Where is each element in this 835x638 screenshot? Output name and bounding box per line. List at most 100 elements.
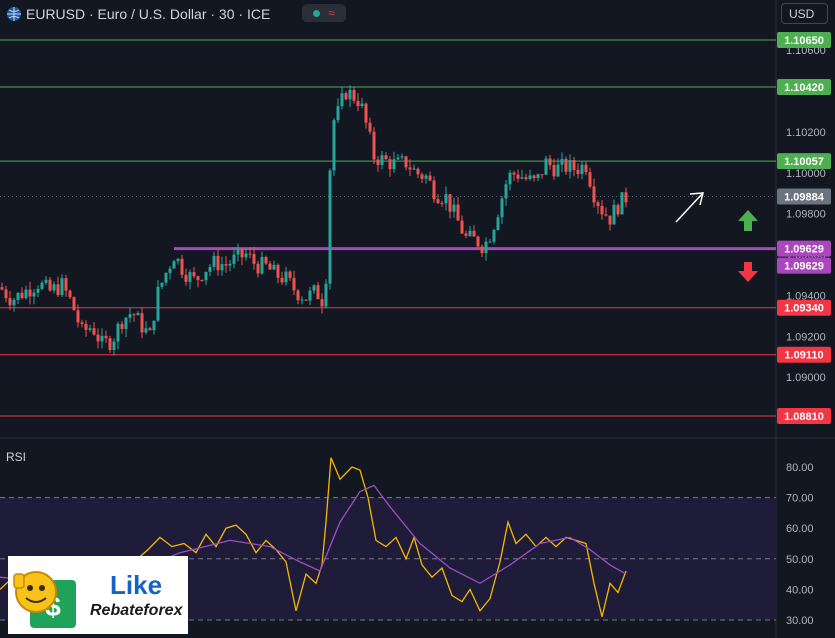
candle-body — [460, 220, 464, 234]
pivot-price-badge — [777, 240, 831, 257]
candle-body — [100, 335, 104, 342]
market-status[interactable]: ≈ — [302, 4, 346, 22]
candle-body — [116, 323, 120, 342]
candle-body — [244, 253, 248, 258]
candle-body — [320, 299, 324, 307]
candle-body — [196, 276, 200, 281]
candle-body — [272, 264, 276, 270]
candle-body — [624, 192, 628, 203]
candle-body — [396, 157, 400, 160]
candle-body — [588, 172, 592, 187]
candle-body — [164, 272, 168, 283]
candle-body — [400, 156, 404, 158]
candle-body — [416, 168, 420, 175]
candle-body — [600, 206, 604, 215]
candle-body — [204, 271, 208, 281]
candle-body — [44, 279, 48, 283]
candle-body — [104, 335, 108, 339]
market-open-dot-icon — [313, 9, 321, 17]
price-tick-label: 1.09200 — [786, 331, 826, 343]
candle-body — [208, 266, 212, 272]
candle-body — [572, 160, 576, 170]
candle-body — [280, 277, 284, 283]
logo-brand-text: Rebateforex — [90, 602, 183, 619]
level-price-label: 1.10650 — [784, 35, 824, 47]
candle-body — [564, 158, 568, 172]
up-arrow-icon[interactable] — [738, 210, 758, 231]
symbol-header[interactable]: EURUSD · Euro / U.S. Dollar · 30 · ICE — [6, 4, 270, 24]
currency-button[interactable]: USD — [781, 3, 828, 24]
candle-body — [8, 298, 12, 306]
candle-body — [0, 287, 4, 290]
candle-body — [132, 314, 136, 316]
candle-body — [536, 174, 540, 179]
candle-body — [544, 158, 548, 175]
candle-body — [516, 174, 520, 179]
price-tick-label: 1.09000 — [786, 372, 826, 384]
candle-body — [452, 204, 456, 212]
candle-body — [484, 241, 488, 254]
rsi-tick-label: 50.00 — [786, 554, 814, 566]
candle-body — [24, 289, 28, 299]
candle-body — [364, 103, 368, 123]
candle-body — [404, 156, 408, 168]
rsi-ma-line[interactable] — [0, 484, 627, 585]
candle-body — [392, 159, 396, 170]
candle-body — [136, 313, 140, 316]
trend-arrowhead — [689, 192, 704, 206]
price-tick-label: 1.10000 — [786, 168, 826, 180]
candle-body — [580, 164, 584, 174]
candle-body — [260, 256, 264, 274]
rsi-label[interactable]: RSI — [6, 450, 27, 464]
trend-arrow-icon[interactable] — [675, 193, 703, 223]
level-price-label: 1.09629 — [784, 261, 824, 273]
candle-body — [604, 214, 608, 216]
candle-body — [408, 167, 412, 170]
globe-flag-icon — [7, 7, 21, 21]
candle-body — [84, 323, 88, 330]
candle-body — [336, 106, 340, 121]
candle-body — [156, 286, 160, 321]
candle-body — [508, 172, 512, 185]
candle-body — [160, 282, 164, 287]
price-tick-label: 1.10600 — [786, 45, 826, 57]
candle-body — [332, 120, 336, 171]
rebateforex-logo: $ Like Rebateforex — [8, 556, 188, 634]
candle-body — [256, 263, 260, 274]
candle-body — [4, 289, 8, 299]
candle-body — [12, 299, 16, 306]
candle-body — [108, 338, 112, 350]
candle-body — [148, 328, 152, 331]
level-price-label: 1.10420 — [784, 82, 824, 94]
candle-body — [556, 164, 560, 177]
candle-body — [612, 204, 616, 225]
level-price-label: 1.10057 — [784, 156, 824, 168]
price-tick-label: 1.09400 — [786, 290, 826, 302]
candle-body — [268, 263, 272, 270]
price-axis: 1.106001.104001.102001.100001.098001.096… — [786, 45, 826, 425]
candle-body — [232, 254, 236, 264]
level-price-label: 1.09340 — [784, 303, 824, 315]
candle-body — [304, 299, 308, 301]
candle-body — [72, 297, 76, 311]
candle-body — [76, 310, 80, 323]
candle-body — [384, 155, 388, 160]
candle-body — [16, 292, 20, 300]
candle-body — [60, 278, 64, 295]
candle-body — [608, 215, 612, 225]
candle-body — [68, 290, 72, 298]
candle-body — [412, 168, 416, 170]
down-arrow-icon[interactable] — [738, 262, 758, 282]
candle-body — [568, 160, 572, 172]
candle-body — [520, 177, 524, 179]
level-price-label: 1.09110 — [784, 350, 823, 362]
candle-body — [344, 93, 348, 100]
candle-body — [32, 292, 36, 297]
candle-body — [552, 165, 556, 177]
candle-body — [48, 279, 52, 291]
candle-body — [380, 155, 384, 166]
candle-body — [236, 248, 240, 255]
candle-body — [472, 230, 476, 237]
